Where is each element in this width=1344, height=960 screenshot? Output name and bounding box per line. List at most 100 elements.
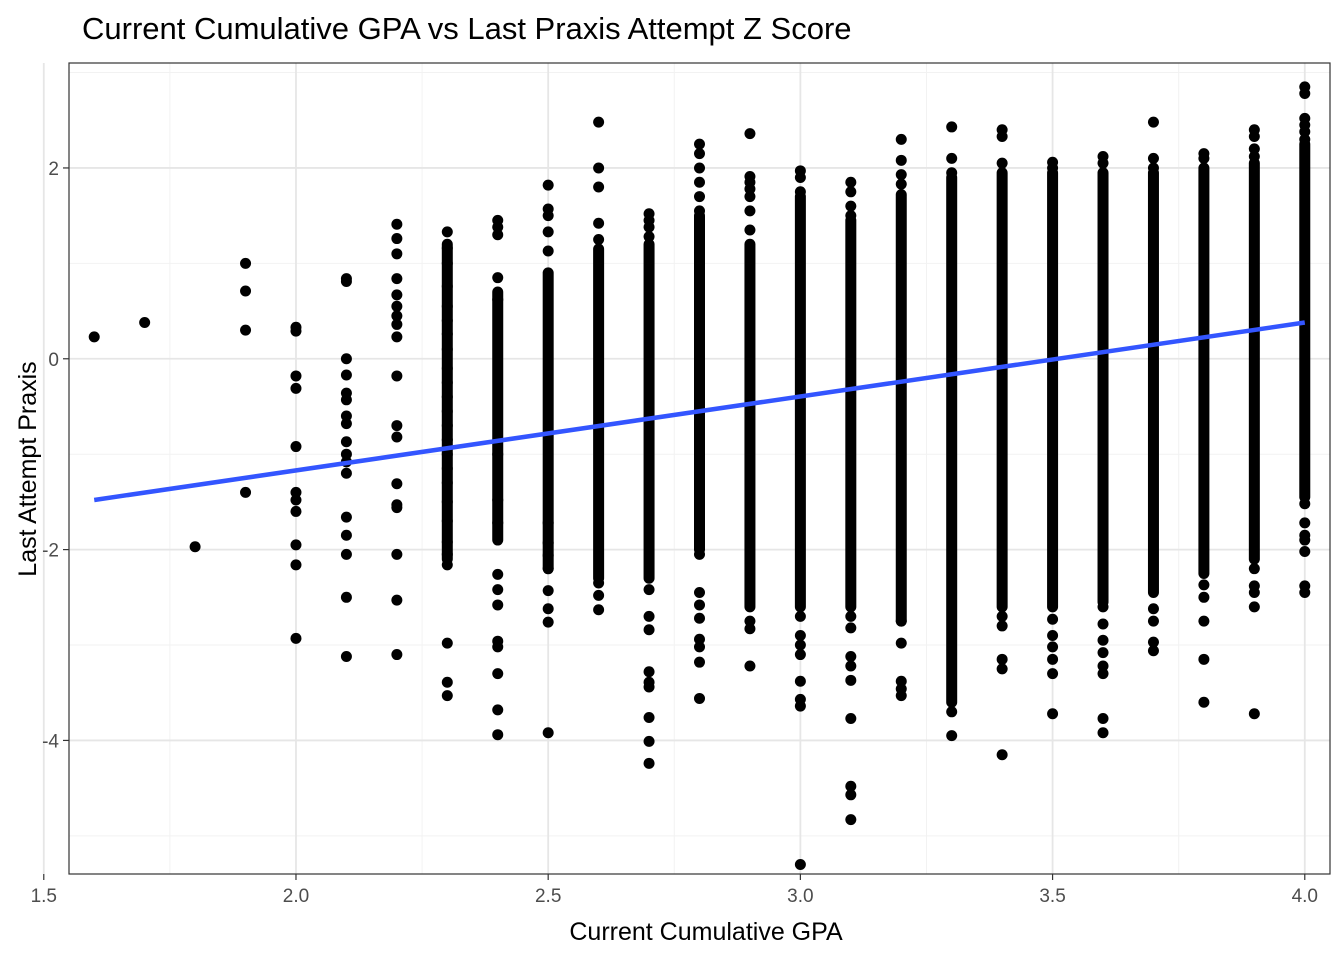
data-point bbox=[744, 615, 756, 627]
data-point bbox=[391, 431, 403, 443]
data-point bbox=[441, 343, 453, 355]
data-point bbox=[391, 300, 403, 312]
data-point bbox=[895, 178, 907, 190]
data-point bbox=[643, 231, 655, 243]
data-point bbox=[441, 448, 453, 460]
data-point bbox=[1047, 653, 1059, 665]
data-point bbox=[1299, 88, 1311, 100]
data-point bbox=[290, 325, 302, 337]
data-point bbox=[240, 486, 252, 498]
data-point bbox=[340, 394, 352, 406]
data-point bbox=[391, 218, 403, 230]
data-point bbox=[593, 217, 605, 229]
data-point bbox=[441, 328, 453, 340]
data-point bbox=[290, 559, 302, 571]
data-point bbox=[139, 317, 151, 329]
data-point bbox=[441, 496, 453, 508]
data-point bbox=[794, 649, 806, 661]
data-point bbox=[1299, 517, 1311, 529]
data-point bbox=[1198, 696, 1210, 708]
data-point bbox=[240, 324, 252, 336]
data-point bbox=[441, 515, 453, 527]
data-point bbox=[1097, 727, 1109, 739]
data-point bbox=[1147, 152, 1159, 164]
data-point bbox=[744, 128, 756, 140]
data-point bbox=[794, 610, 806, 622]
data-point bbox=[441, 559, 453, 571]
x-tick-label: 1.5 bbox=[31, 886, 57, 907]
data-point bbox=[492, 568, 504, 580]
y-tick-label: 2 bbox=[48, 159, 59, 180]
data-point bbox=[340, 650, 352, 662]
data-point bbox=[845, 176, 857, 188]
data-point bbox=[492, 517, 504, 529]
data-point bbox=[845, 200, 857, 212]
data-point bbox=[542, 563, 554, 575]
data-point bbox=[744, 191, 756, 203]
data-point bbox=[744, 623, 756, 635]
data-point bbox=[441, 463, 453, 474]
data-point bbox=[1047, 162, 1059, 174]
data-point bbox=[391, 273, 403, 285]
data-point bbox=[1299, 587, 1311, 599]
data-point bbox=[441, 690, 453, 702]
data-point bbox=[441, 536, 453, 548]
data-point bbox=[391, 420, 403, 432]
data-point bbox=[845, 789, 857, 801]
data-point bbox=[1299, 126, 1311, 138]
data-point bbox=[492, 641, 504, 653]
data-point bbox=[895, 169, 907, 181]
x-axis-title: Current Cumulative GPA bbox=[569, 918, 843, 946]
data-point bbox=[845, 186, 857, 198]
data-point bbox=[694, 205, 705, 217]
data-point bbox=[492, 668, 504, 680]
data-point bbox=[492, 221, 504, 233]
data-point bbox=[946, 730, 958, 742]
y-tick-label: -4 bbox=[42, 731, 59, 752]
data-point bbox=[441, 315, 453, 327]
x-tick-label: 2.0 bbox=[283, 886, 309, 907]
data-point bbox=[492, 229, 504, 241]
data-point bbox=[643, 712, 655, 724]
data-point bbox=[189, 541, 201, 553]
data-point bbox=[290, 370, 302, 382]
data-point bbox=[946, 121, 958, 133]
data-point bbox=[643, 757, 655, 769]
data-point bbox=[290, 539, 302, 551]
data-point bbox=[593, 577, 605, 589]
data-point bbox=[441, 377, 453, 389]
data-point bbox=[845, 660, 857, 672]
data-point bbox=[441, 391, 453, 403]
data-point bbox=[340, 548, 352, 560]
data-point bbox=[1198, 615, 1210, 627]
data-point bbox=[845, 674, 857, 686]
data-point bbox=[391, 318, 403, 330]
data-point bbox=[1147, 116, 1159, 128]
data-point bbox=[744, 183, 756, 195]
data-point bbox=[441, 420, 453, 432]
data-point bbox=[1248, 563, 1260, 575]
data-point bbox=[441, 548, 453, 560]
data-point bbox=[794, 186, 806, 198]
data-point bbox=[542, 245, 554, 257]
x-tick-label: 4.0 bbox=[1292, 886, 1318, 907]
data-point bbox=[895, 154, 907, 166]
data-point bbox=[441, 637, 453, 649]
data-point bbox=[88, 331, 100, 343]
data-point bbox=[441, 257, 453, 269]
data-point bbox=[996, 130, 1008, 142]
data-point bbox=[441, 300, 453, 312]
data-point bbox=[391, 233, 403, 245]
data-point bbox=[895, 189, 907, 201]
data-point bbox=[542, 517, 554, 529]
data-points bbox=[88, 81, 1311, 870]
data-point bbox=[492, 599, 504, 611]
data-point bbox=[643, 221, 655, 233]
data-point bbox=[1097, 712, 1109, 724]
data-point bbox=[441, 477, 453, 489]
data-point bbox=[946, 706, 958, 718]
data-point bbox=[593, 604, 605, 616]
data-point bbox=[1047, 613, 1059, 625]
data-point bbox=[694, 176, 705, 188]
